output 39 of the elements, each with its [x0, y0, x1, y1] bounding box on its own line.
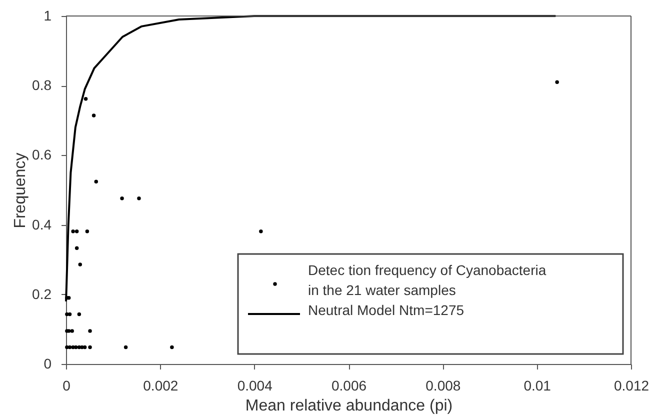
- point: [88, 329, 92, 333]
- point: [74, 230, 79, 234]
- point: [170, 345, 174, 350]
- x-tick-label: 0.008: [426, 378, 461, 394]
- y-tick-label: 0.4: [32, 216, 52, 232]
- point: [555, 80, 559, 84]
- point: [92, 114, 96, 118]
- legend-label: Neutral Model Ntm=1275: [308, 302, 464, 318]
- x-tick-label: 0.006: [331, 378, 367, 394]
- x-tick-label: 0.002: [143, 378, 178, 394]
- x-axis-title: Mean relative abundance (pi): [245, 398, 453, 414]
- x-tick-label: 0.01: [524, 378, 552, 394]
- x-tick-label: 0.004: [237, 378, 273, 394]
- x-tick-label: 0.012: [614, 378, 650, 394]
- legend-label: Detec tion frequency of Cyanobacteria in the 21 water samples: [308, 262, 546, 298]
- point: [78, 262, 82, 266]
- point: [84, 96, 88, 101]
- x-tick-label: 0: [62, 378, 71, 394]
- y-tick-label: 0.2: [32, 286, 52, 302]
- y-tick-label: 1: [44, 8, 52, 24]
- y-tick-label: 0.8: [32, 77, 52, 94]
- line-series: [65, 15, 557, 302]
- point: [74, 246, 79, 250]
- point: [77, 312, 82, 316]
- point: [68, 312, 72, 316]
- y-tick-label: 0.6: [32, 146, 52, 163]
- point: [120, 196, 124, 200]
- y-tick-label: 0: [44, 356, 52, 372]
- point: [88, 345, 92, 350]
- point: [94, 180, 98, 184]
- point: [259, 230, 263, 234]
- point: [85, 230, 90, 234]
- point: [82, 345, 87, 350]
- point: [124, 345, 128, 350]
- point: [70, 329, 74, 333]
- point: [71, 230, 75, 234]
- y-axis-title: Frequency: [12, 152, 30, 228]
- point: [137, 196, 141, 200]
- point: [68, 345, 72, 350]
